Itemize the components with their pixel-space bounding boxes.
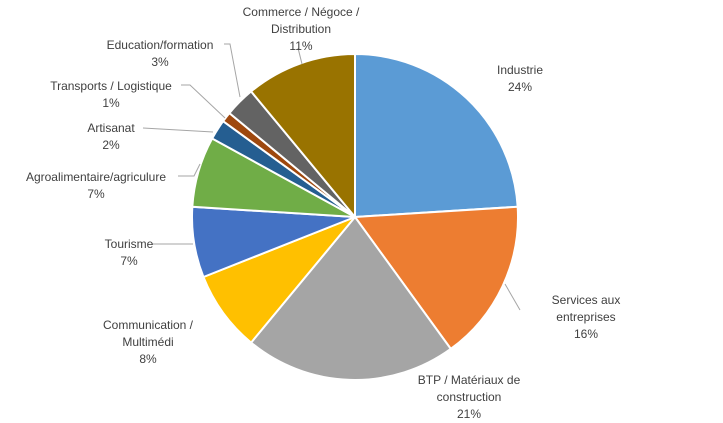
leader-line-6 <box>142 127 214 133</box>
pie-slice-2 <box>249 215 453 381</box>
data-label-category: Agroalimentaire/agriculure <box>25 170 167 184</box>
data-label-category: Transports / Logistique <box>50 79 172 93</box>
data-label-4: Tourisme 7% <box>105 236 154 270</box>
data-label-category: Artisanat <box>87 121 135 135</box>
pie-slice-0 <box>354 52 519 219</box>
pie-slice-9 <box>249 52 356 220</box>
data-label-category: Services aux <box>551 293 621 307</box>
data-label-percent: 7% <box>120 254 138 268</box>
data-label-7: Transports / Logistique 1% <box>50 78 172 112</box>
data-label-percent: 2% <box>102 138 120 152</box>
data-label-category: Tourisme <box>104 237 154 251</box>
data-label-category: Distribution <box>270 22 332 36</box>
data-label-category: entreprises <box>556 310 616 324</box>
data-label-category: Education/formation <box>106 38 214 52</box>
data-label-percent: 7% <box>87 187 105 201</box>
data-label-0: Industrie 24% <box>497 62 543 96</box>
leader-line-5 <box>178 163 201 177</box>
leader-line-1 <box>504 283 521 311</box>
data-label-percent: 16% <box>573 327 599 341</box>
data-label-percent: 8% <box>139 352 157 366</box>
data-label-category: BTP / Matériaux de <box>417 373 521 387</box>
data-label-category: Industrie <box>496 63 544 77</box>
data-label-1: Services aux entreprises 16% <box>552 292 621 343</box>
data-label-percent: 11% <box>289 39 313 53</box>
data-label-category: Communication / <box>102 318 194 332</box>
data-label-category: construction <box>436 390 502 404</box>
data-label-6: Artisanat 2% <box>87 120 134 154</box>
data-label-category: Commerce / Négoce / <box>242 5 360 19</box>
data-label-category: Multimédi <box>122 335 174 349</box>
leader-line-8 <box>224 43 241 98</box>
data-label-5: Agroalimentaire/agriculure 7% <box>26 169 166 203</box>
data-label-percent: 1% <box>102 96 120 110</box>
data-label-8: Education/formation 3% <box>107 37 214 71</box>
leader-line-9 <box>297 47 303 65</box>
data-label-3: Communication / Multimédi 8% <box>103 317 193 368</box>
data-label-percent: 3% <box>151 55 169 69</box>
data-label-2: BTP / Matériaux de construction 21% <box>418 372 521 423</box>
data-label-9: Commerce / Négoce / Distribution 11% <box>243 4 360 55</box>
pie-slice-1 <box>353 205 519 351</box>
data-label-percent: 24% <box>507 80 533 94</box>
leader-line-7 <box>181 84 226 119</box>
data-label-percent: 21% <box>456 407 482 421</box>
